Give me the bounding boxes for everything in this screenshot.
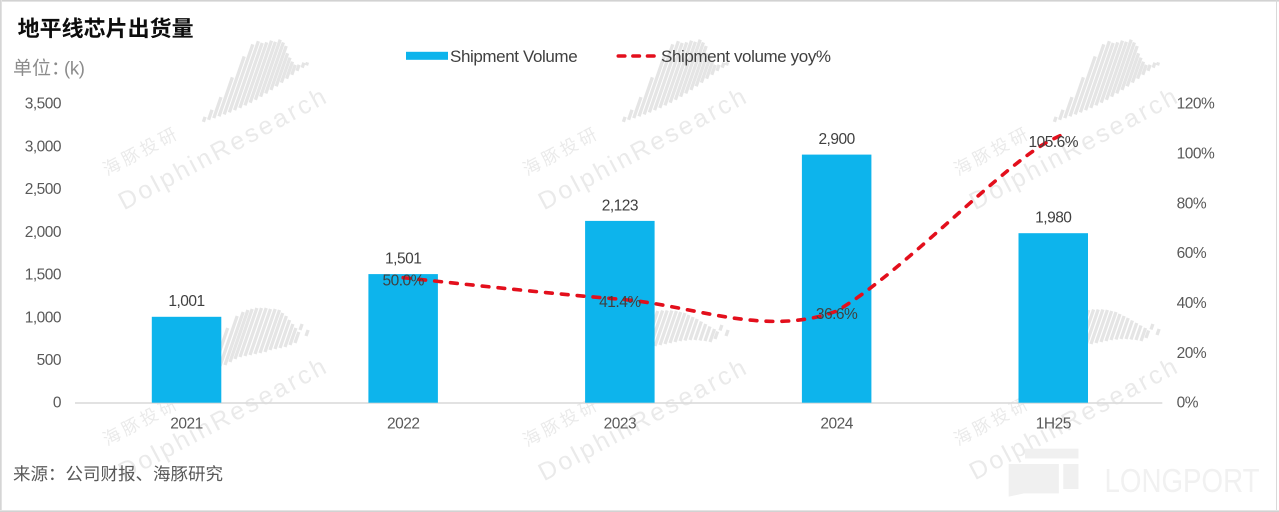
svg-text:2,900: 2,900 [818,131,855,148]
svg-text:2,500: 2,500 [25,181,62,198]
svg-text:2,123: 2,123 [602,197,638,214]
svg-text:60%: 60% [1177,245,1207,262]
svg-text:1,000: 1,000 [25,309,62,326]
svg-text:2021: 2021 [170,415,202,432]
svg-text:36.6%: 36.6% [816,306,858,323]
svg-text:(k): (k) [64,58,85,79]
svg-text:1,001: 1,001 [168,293,204,310]
svg-text:2,000: 2,000 [25,224,62,241]
svg-text:Shipment volume yoy%: Shipment volume yoy% [661,47,831,66]
svg-text:3,000: 3,000 [25,138,62,155]
svg-text:2023: 2023 [604,415,636,432]
svg-text:105.6%: 105.6% [1029,134,1079,151]
svg-text:1,980: 1,980 [1035,210,1072,227]
svg-text:1H25: 1H25 [1036,415,1071,432]
svg-text:0: 0 [53,395,62,412]
svg-text:1,501: 1,501 [385,251,421,268]
svg-text:100%: 100% [1177,146,1215,163]
svg-text:Shipment Volume: Shipment Volume [450,47,577,66]
svg-text:2022: 2022 [387,415,419,432]
svg-text:500: 500 [37,352,62,369]
svg-text:80%: 80% [1177,195,1207,212]
svg-text:41.4%: 41.4% [599,294,641,311]
svg-text:0%: 0% [1177,395,1199,412]
svg-text:2024: 2024 [820,415,853,432]
svg-text:LONGPORT: LONGPORT [1105,462,1260,499]
svg-text:120%: 120% [1177,96,1215,113]
svg-text:50.0%: 50.0% [382,273,424,290]
svg-text:1,500: 1,500 [25,267,62,284]
svg-text:20%: 20% [1177,345,1207,362]
svg-text:40%: 40% [1177,295,1207,312]
svg-text:3,500: 3,500 [25,96,62,113]
